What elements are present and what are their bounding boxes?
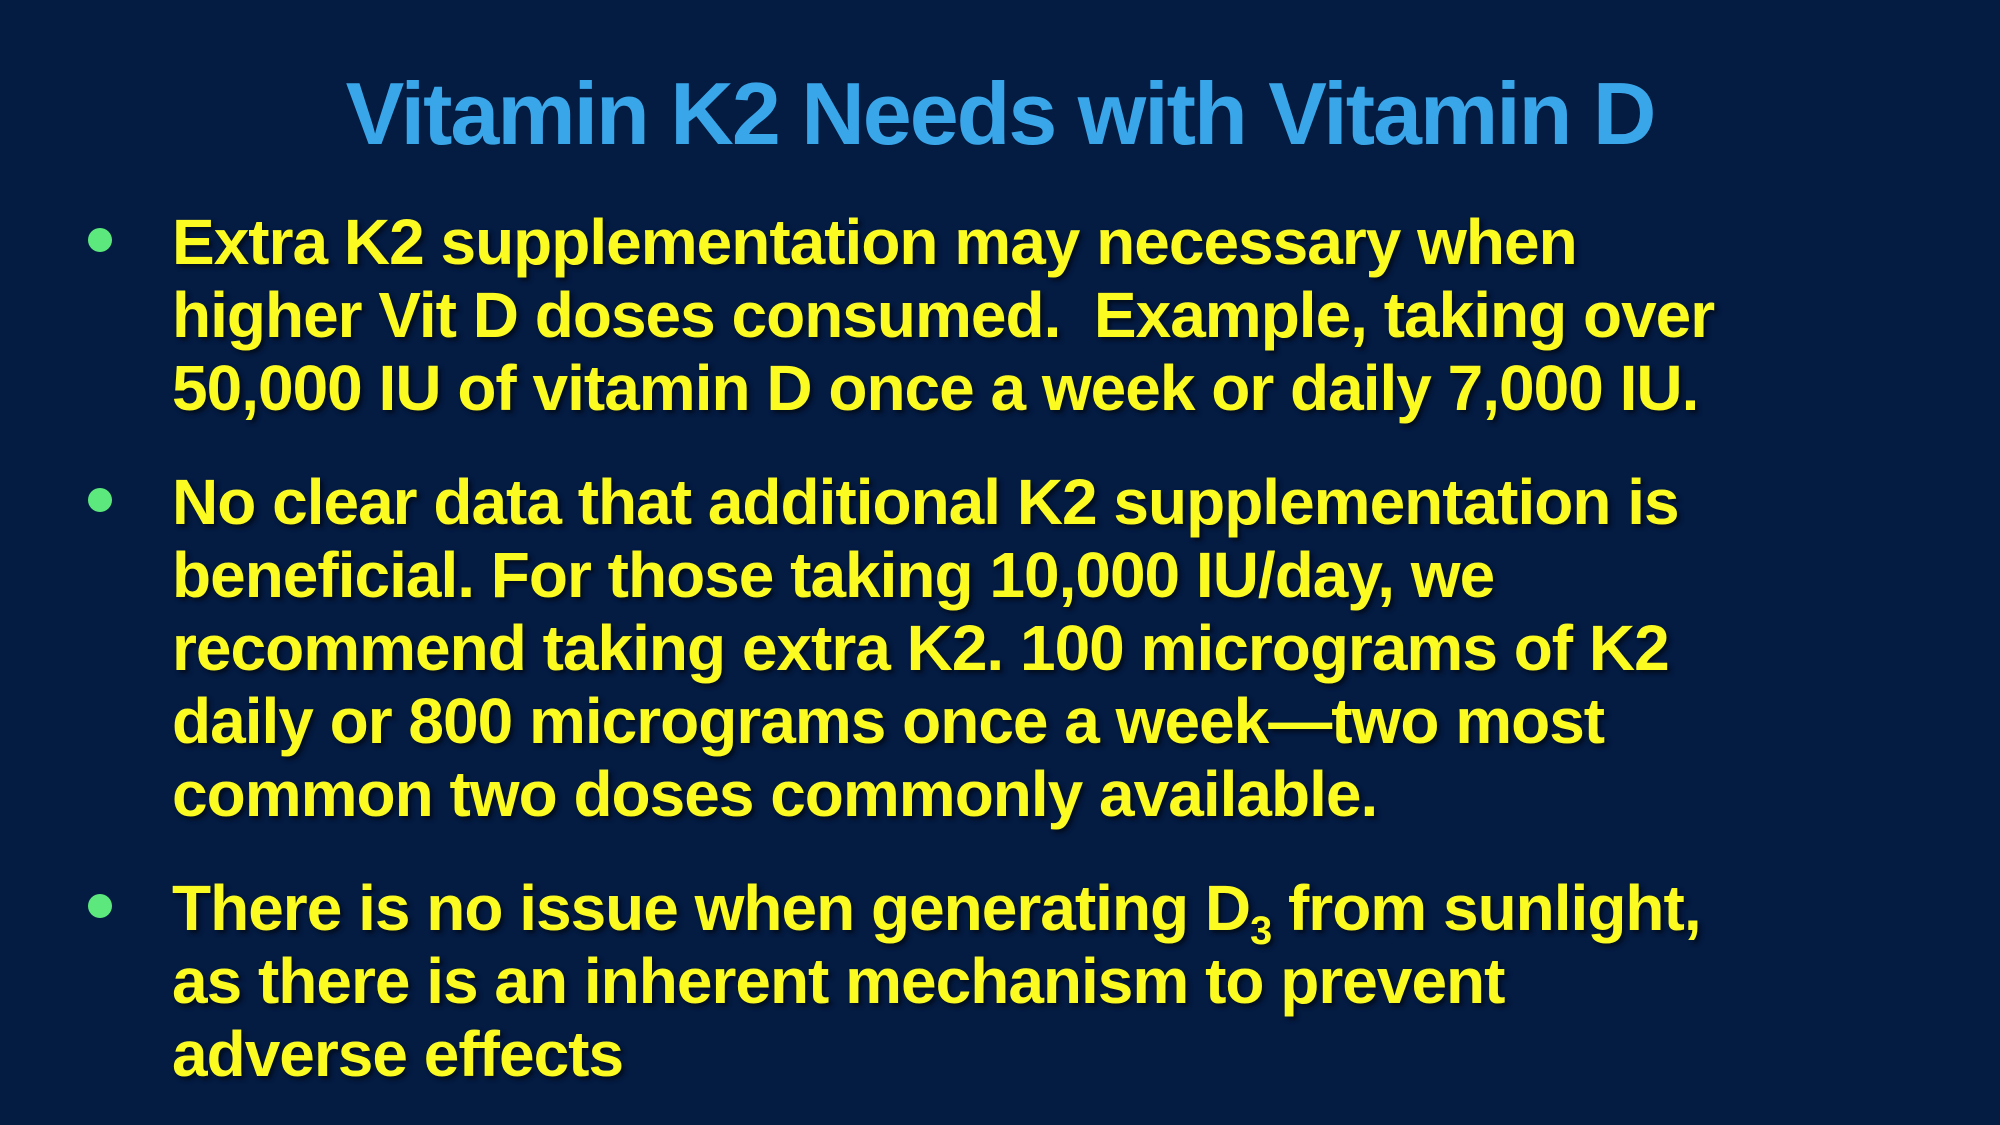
- subscript-text: 3: [1250, 908, 1272, 953]
- bullet-item: Extra K2 supplementation may necessary w…: [88, 206, 1940, 425]
- bullet-dot-icon: [88, 488, 112, 512]
- bullet-text-segment: There is no issue when generating D: [172, 872, 1251, 944]
- bullet-text: No clear data that additional K2 supplem…: [172, 466, 1680, 831]
- bullet-dot-icon: [88, 228, 112, 252]
- bullet-text: There is no issue when generating D3 fro…: [172, 872, 1702, 1091]
- slide-title: Vitamin K2 Needs with Vitamin D: [345, 64, 1657, 163]
- bullet-text-segment: from sunlight, as there is an inherent m…: [172, 872, 1702, 1090]
- bullet-text-segment: No clear data that additional K2 supplem…: [172, 466, 1680, 830]
- bullet-item: There is no issue when generating D3 fro…: [88, 872, 1940, 1091]
- bullet-dot-icon: [88, 894, 112, 918]
- bullet-text: Extra K2 supplementation may necessary w…: [172, 206, 1715, 425]
- bullet-list: Extra K2 supplementation may necessary w…: [88, 206, 1940, 1125]
- bullet-text-segment: Extra K2 supplementation may necessary w…: [172, 206, 1715, 424]
- bullet-item: No clear data that additional K2 supplem…: [88, 466, 1940, 831]
